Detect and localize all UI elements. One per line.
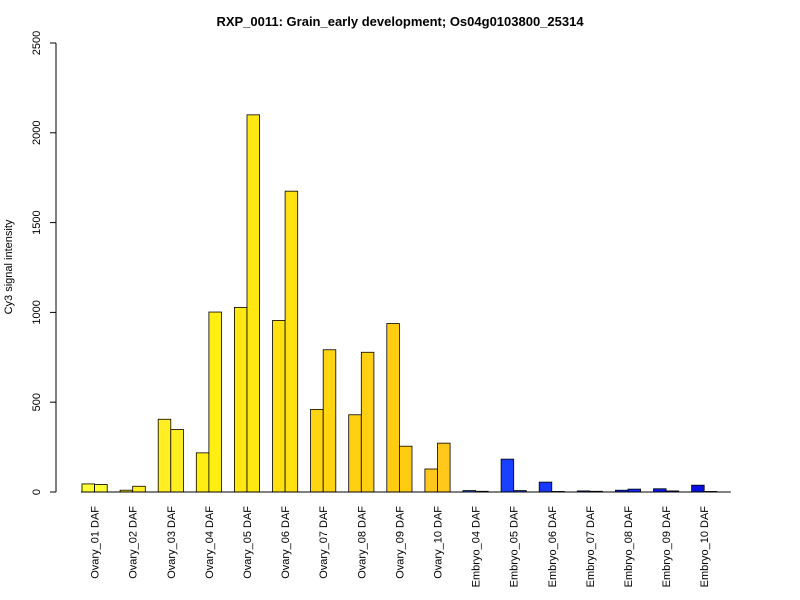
- x-tick-label: Ovary_09 DAF: [394, 506, 406, 579]
- x-tick-label: Ovary_07 DAF: [318, 506, 330, 579]
- y-tick-label: 0: [31, 489, 43, 495]
- x-tick-label: Ovary_06 DAF: [280, 506, 292, 579]
- x-tick-label: Ovary_10 DAF: [433, 506, 445, 579]
- bar: [284, 190, 299, 493]
- bar: [691, 484, 705, 493]
- bar: [132, 485, 146, 493]
- x-axis-labels: Ovary_01 DAF Ovary_02 DAF Ovary_03 DAF Ovar…: [90, 506, 712, 588]
- y-tick-label: 2500: [31, 31, 43, 55]
- x-tick-label: Ovary_03 DAF: [166, 506, 178, 579]
- x-tick-label: Ovary_02 DAF: [128, 506, 140, 579]
- x-tick-label: Embryo_04 DAF: [471, 506, 483, 588]
- bar: [94, 484, 108, 493]
- y-axis-label: Cy3 signal intensity: [3, 219, 15, 314]
- y-tick-label: 2000: [31, 121, 43, 145]
- bar: [81, 483, 96, 493]
- x-tick-label: Ovary_05 DAF: [242, 506, 254, 579]
- bar: [208, 311, 222, 493]
- y-axis: 0 500 1000 1500 2000 2500: [31, 31, 57, 495]
- bar: [157, 418, 172, 493]
- y-tick-label: 1500: [31, 210, 43, 234]
- bar: [500, 458, 515, 493]
- chart-title: RXP_0011: Grain_early development; Os04g…: [216, 14, 584, 29]
- x-tick-label: Embryo_05 DAF: [509, 506, 521, 588]
- x-tick-label: Embryo_07 DAF: [585, 506, 597, 588]
- bar: [360, 351, 375, 493]
- bar: [322, 349, 337, 493]
- x-tick-label: Ovary_04 DAF: [204, 506, 216, 579]
- bar: [195, 452, 210, 493]
- y-tick-label: 500: [31, 393, 43, 411]
- bars: [81, 114, 731, 493]
- x-tick-label: Ovary_01 DAF: [90, 506, 102, 579]
- bar: [170, 429, 184, 493]
- bar: [437, 442, 451, 493]
- x-tick-label: Embryo_06 DAF: [547, 506, 559, 588]
- bar: [386, 323, 400, 493]
- bar: [246, 114, 261, 493]
- x-tick-label: Embryo_10 DAF: [699, 506, 711, 588]
- bar: [310, 408, 324, 493]
- bar: [538, 481, 553, 493]
- x-tick-label: Ovary_08 DAF: [356, 506, 368, 579]
- bar: [424, 468, 438, 493]
- bar: [233, 306, 248, 493]
- y-tick-label: 1000: [31, 300, 43, 324]
- bar: [272, 320, 286, 493]
- bar: [398, 445, 413, 493]
- x-tick-label: Embryo_09 DAF: [661, 506, 673, 588]
- x-tick-label: Embryo_08 DAF: [623, 506, 635, 588]
- bar: [348, 414, 362, 493]
